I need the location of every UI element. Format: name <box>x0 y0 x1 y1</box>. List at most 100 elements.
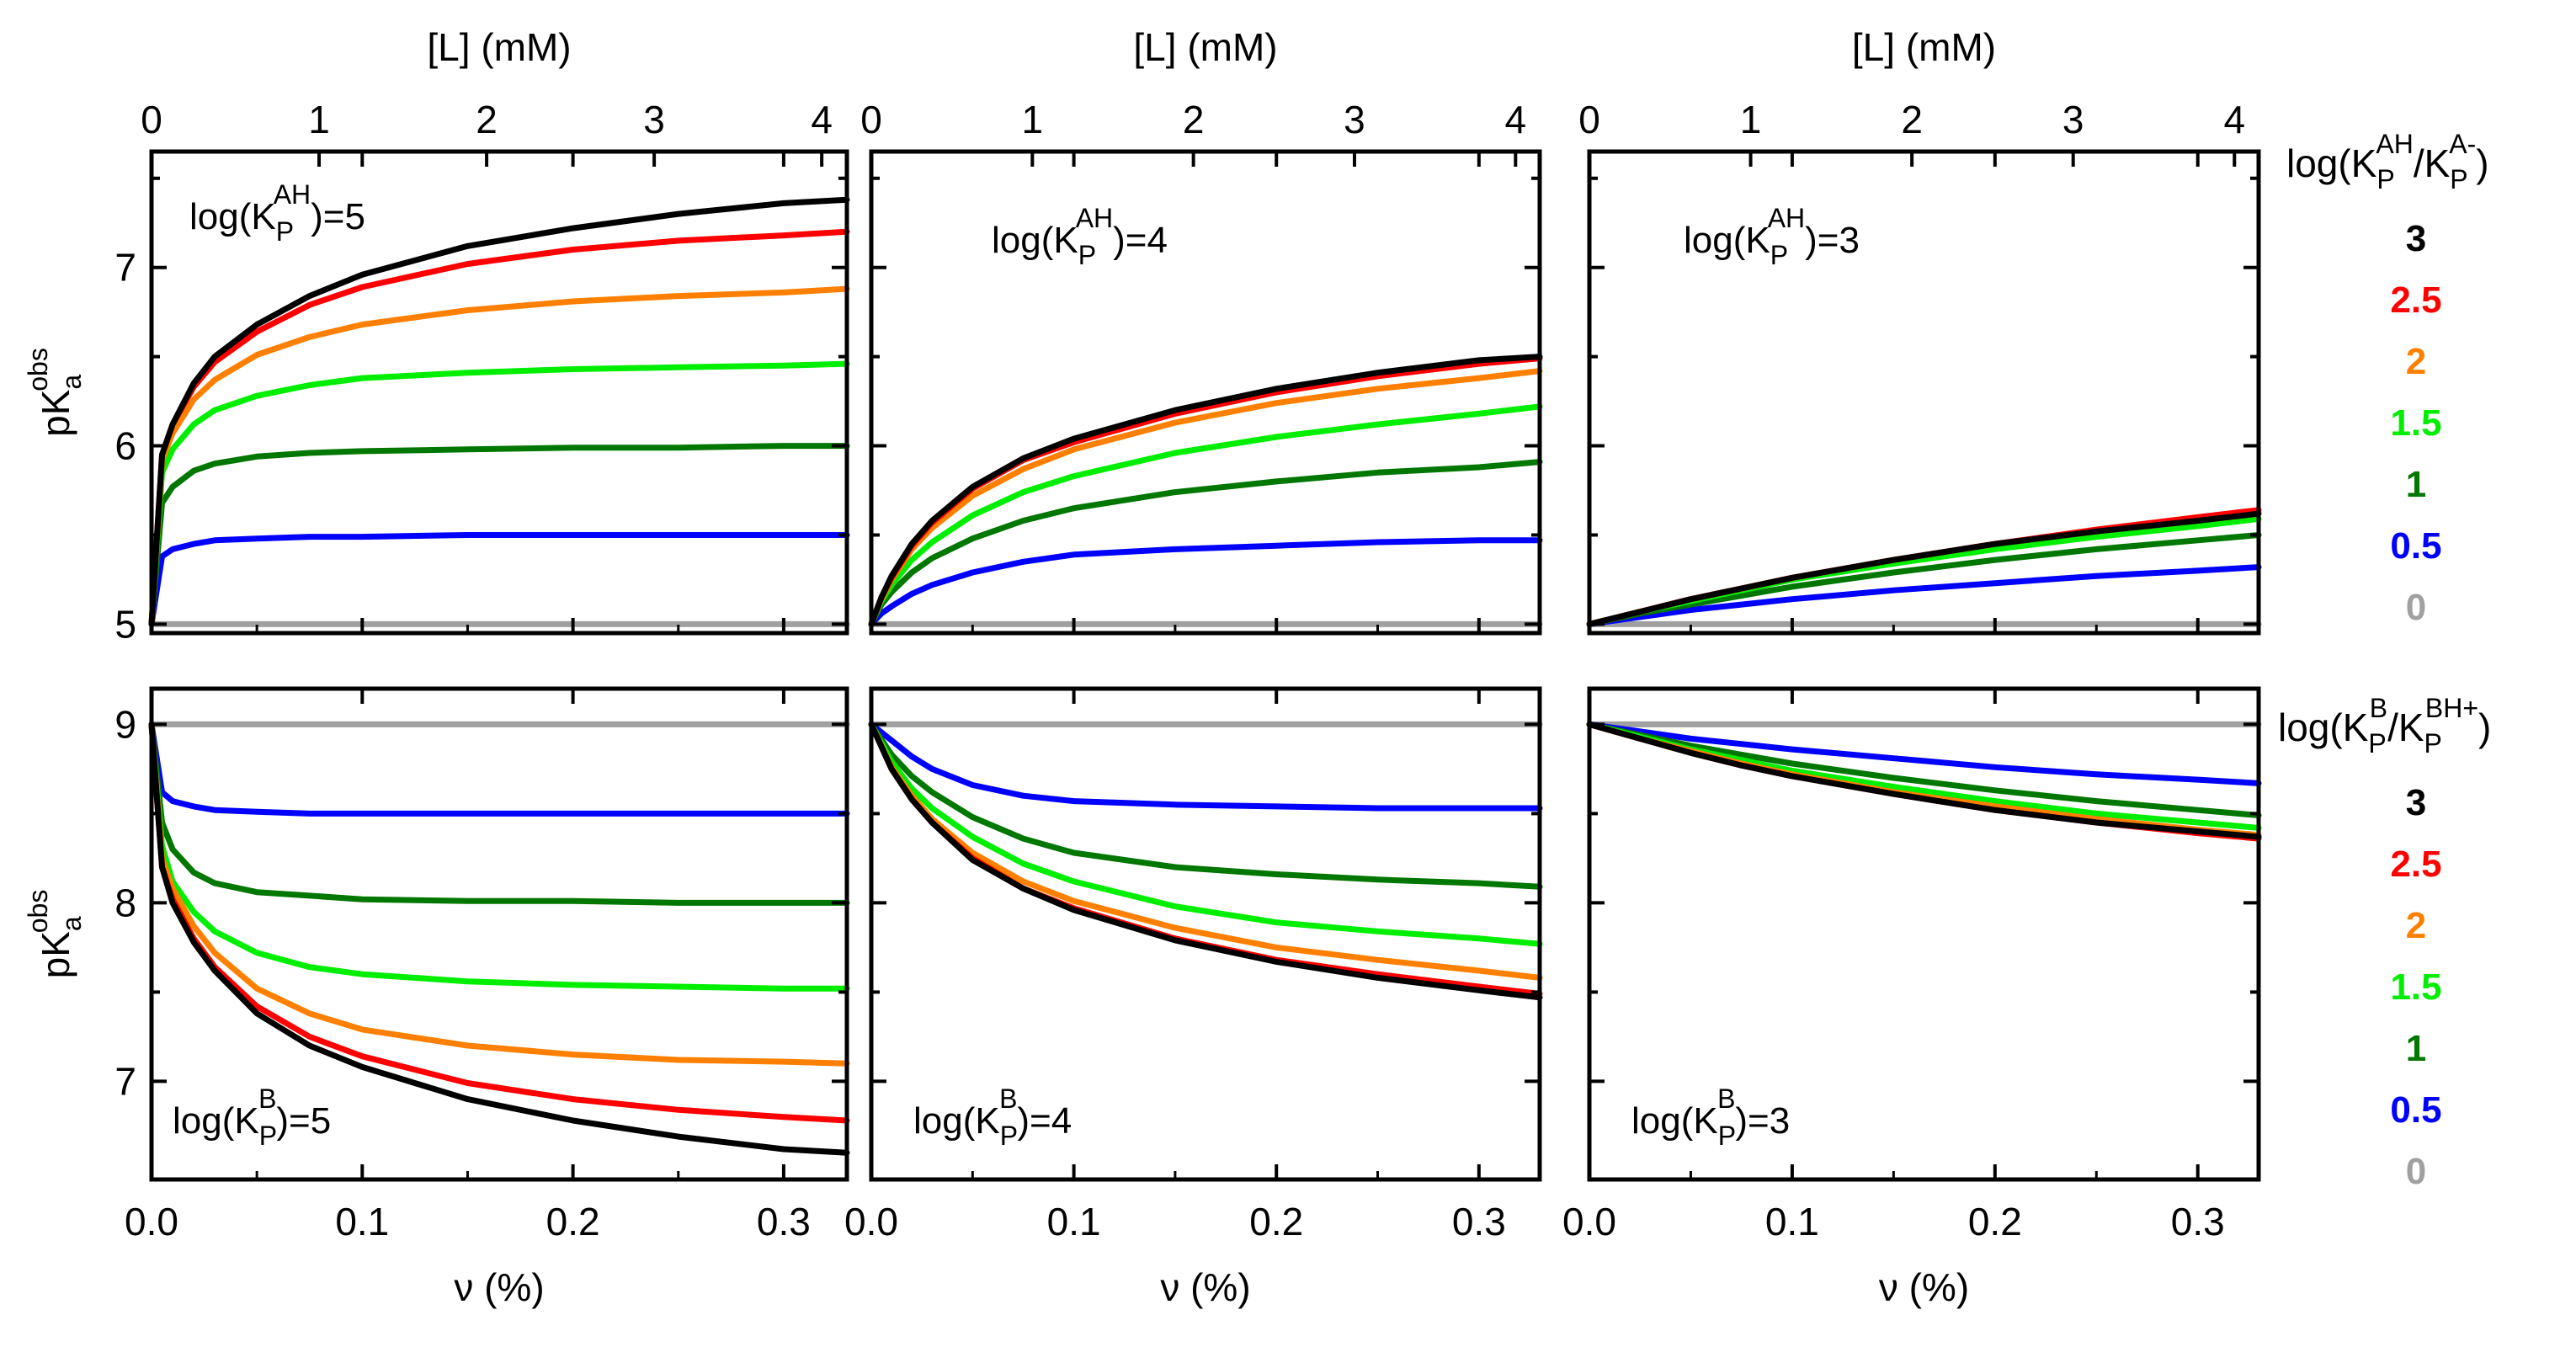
series-line-3 <box>1586 510 2262 627</box>
y-tick-label: 7 <box>114 246 136 290</box>
x-axis-title: ν (%) <box>454 1265 544 1309</box>
x-tick-label: 0.0 <box>844 1200 898 1243</box>
x2-tick-label: 1 <box>1740 98 1762 141</box>
series-group <box>868 354 1543 627</box>
legend-entry-3: 3 <box>2406 218 2426 259</box>
x-axis-title: ν (%) <box>1160 1265 1250 1309</box>
series-line-0.5 <box>1586 721 2262 786</box>
y-title-sup: obs <box>23 348 53 391</box>
y-axis-title: pKaobs <box>23 348 87 437</box>
x-tick-label: 0.0 <box>125 1200 178 1243</box>
legend-title-mid: /K <box>2387 705 2424 749</box>
annot-main: log(K <box>1631 1100 1718 1142</box>
annot-sub: P <box>259 1121 277 1151</box>
panel-annotation: log(KPB)=4 <box>913 1083 1072 1151</box>
y-title-main: pK <box>34 389 77 437</box>
panel-top-left: 0 1 2 3 4 [L] (mM) 5 6 7 pKaobs log(KP AH)=5 <box>23 25 850 646</box>
legend-title-suffix: ) <box>2478 705 2491 749</box>
legend-title-sup2: A- <box>2449 129 2476 159</box>
annot-tail: )=4 <box>1113 220 1168 261</box>
plot-frame <box>1587 686 2261 1182</box>
x2-tick-label: 2 <box>1901 98 1923 141</box>
series-line-3 <box>1586 721 2262 840</box>
legend-entry-1: 1 <box>2406 464 2426 505</box>
legend-title-sub2: P <box>2424 728 2442 759</box>
x-tick-label: 0.2 <box>1249 1200 1303 1243</box>
legend-title: log(KPB/KPBH+) <box>2278 693 2491 759</box>
y-title-sup: obs <box>23 890 53 934</box>
legend-title-suffix: ) <box>2476 141 2488 185</box>
x-axis-title: ν (%) <box>1879 1265 1969 1309</box>
x-tick-label: 0.1 <box>335 1200 389 1243</box>
annot-sub: P <box>1078 240 1095 270</box>
x-tick-label: 0.2 <box>1968 1200 2022 1243</box>
y-title-sub: a <box>56 375 87 390</box>
series-line-3 <box>148 196 850 627</box>
x-tick-label: 0.0 <box>1562 1200 1616 1243</box>
legend-bottom: log(KPB/KPBH+)32.521.510.50 <box>2278 693 2491 1192</box>
series-line-1 <box>868 459 1543 627</box>
annot-tail: )=3 <box>1805 220 1860 261</box>
annot-sup: AH <box>1768 203 1805 233</box>
series-line-1.5 <box>868 721 1543 947</box>
annot-sub: P <box>1000 1121 1018 1151</box>
legend-entry-0: 0 <box>2406 1151 2426 1192</box>
series-line-0.5 <box>868 537 1543 627</box>
y-tick-label: 5 <box>114 602 136 646</box>
series-line-1 <box>148 721 850 906</box>
panel-annotation: log(KPB)=5 <box>173 1083 331 1151</box>
x2-axis-title: [L] (mM) <box>1852 25 1996 69</box>
annot-sup: AH <box>274 179 311 210</box>
series-line-1.5 <box>868 403 1543 627</box>
legend-title-sup1: AH <box>2376 129 2413 159</box>
series-line-0.5 <box>148 721 850 817</box>
y-axis-title: pKaobs <box>23 890 87 979</box>
annot-sup: B <box>1717 1083 1735 1114</box>
annot-main: log(K <box>1684 220 1770 261</box>
panel-bottom-middle: 0.0 0.1 0.2 0.3 ν (%) log(KPB)=4 <box>844 686 1543 1309</box>
x2-tick-label: 3 <box>1344 98 1365 141</box>
legend-title-mid: /K <box>2414 141 2451 185</box>
x2-tick-label: 2 <box>476 98 498 141</box>
annot-main: log(K <box>992 220 1078 261</box>
series-line-2 <box>868 721 1543 981</box>
annot-sup: AH <box>1076 203 1113 233</box>
annot-sub: P <box>276 216 293 247</box>
legend-top: log(KPAH/KPA-)32.521.510.50 <box>2286 129 2489 628</box>
series-group <box>868 721 1543 1001</box>
legend-title-sup1: B <box>2370 693 2387 723</box>
x-tick-label: 0.3 <box>2171 1200 2225 1243</box>
legend-entry-2: 2 <box>2406 341 2426 382</box>
annot-sub: P <box>1718 1121 1736 1151</box>
series-line-0.5 <box>868 721 1543 812</box>
plot-frame <box>869 149 1542 636</box>
x-tick-label: 0.3 <box>1452 1200 1506 1243</box>
x2-tick-label: 0 <box>860 98 882 141</box>
series-group <box>1586 507 2262 627</box>
annot-sub: P <box>1770 240 1787 270</box>
legend-title-sub2: P <box>2450 164 2467 194</box>
series-line-2.5 <box>148 228 850 627</box>
x2-tick-label: 4 <box>811 98 833 141</box>
x2-tick-label: 1 <box>308 98 330 141</box>
y-tick-label: 9 <box>114 702 136 746</box>
x2-tick-label: 0 <box>1578 98 1600 141</box>
annot-tail: )=4 <box>1017 1100 1072 1142</box>
panel-bottom-left: 0.0 0.1 0.2 0.3 ν (%) 7 8 9 pKaobs log(KPB)=5 <box>23 686 850 1309</box>
annot-main: log(K <box>913 1100 1000 1142</box>
panel-annotation: log(KP AH)=4 <box>992 203 1168 270</box>
annot-sup: B <box>999 1083 1017 1114</box>
legend-entry-2.5: 2.5 <box>2390 844 2441 885</box>
series-line-3 <box>868 354 1543 627</box>
panel-bottom-right: 0.0 0.1 0.2 0.3 ν (%) log(KPB)=3 <box>1562 686 2262 1309</box>
panel-annotation: log(KP AH)=3 <box>1684 203 1860 270</box>
x2-axis-title: [L] (mM) <box>1133 25 1277 69</box>
series-group <box>148 196 850 627</box>
annot-tail: )=3 <box>1735 1100 1790 1142</box>
y-title-main: pK <box>34 931 77 979</box>
x2-tick-label: 3 <box>643 98 665 141</box>
x-tick-label: 0.1 <box>1765 1200 1819 1243</box>
x2-tick-label: 0 <box>141 98 162 141</box>
series-line-1.5 <box>148 360 850 627</box>
